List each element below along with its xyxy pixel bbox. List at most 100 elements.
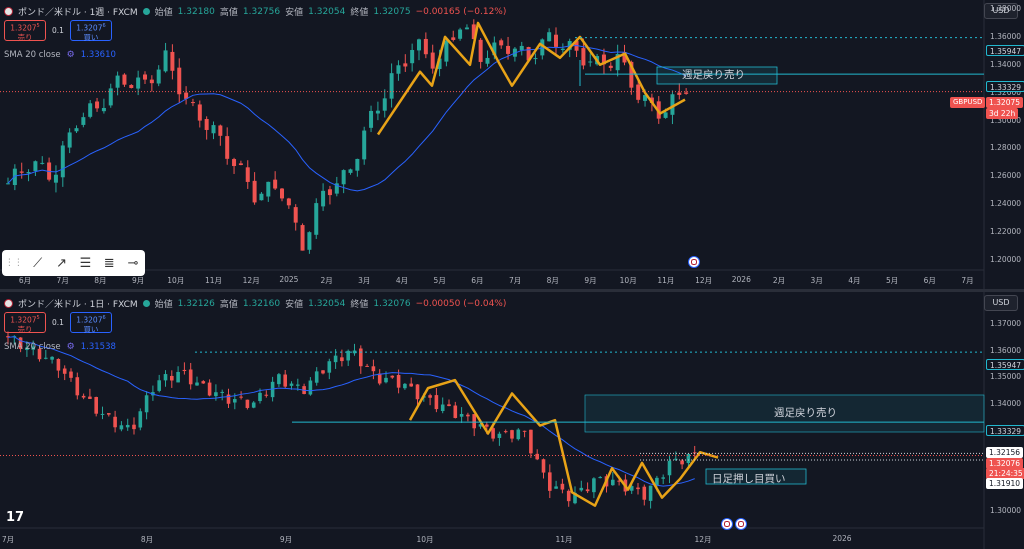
price-tick-label: 1.36000 bbox=[990, 31, 1022, 41]
daily-chart-canvas[interactable] bbox=[0, 292, 1024, 549]
buy-button[interactable]: 1.32076 買い bbox=[69, 312, 112, 334]
symbol-title[interactable]: ポンド／米ドル · 1週 · FXCM bbox=[18, 8, 138, 18]
candle-body bbox=[667, 460, 672, 476]
market-status-icon bbox=[142, 8, 150, 15]
drag-handle-icon[interactable]: ⋮⋮ bbox=[4, 258, 23, 268]
sma-settings-icon[interactable]: ⚙ bbox=[66, 50, 75, 60]
us-event-icon[interactable] bbox=[688, 256, 700, 268]
candle-body bbox=[636, 84, 641, 100]
time-tick-label: 10月 bbox=[416, 535, 434, 544]
candle-body bbox=[535, 453, 539, 460]
sell-button[interactable]: 1.32075 売り bbox=[4, 20, 46, 42]
candle-body bbox=[286, 198, 291, 206]
candle-body bbox=[264, 394, 269, 396]
countdown-tag: 3d 22h bbox=[986, 108, 1019, 119]
candle-body bbox=[6, 183, 10, 185]
currency-button[interactable]: USD bbox=[984, 3, 1018, 19]
candle-body bbox=[67, 132, 72, 148]
sell-button[interactable]: 1.32075 売り bbox=[4, 312, 46, 334]
candle-body bbox=[510, 430, 514, 439]
candle-body bbox=[529, 429, 533, 454]
time-tick-label: 3月 bbox=[358, 276, 371, 285]
daily-buy-annotation[interactable]: 日足押し目買い bbox=[712, 473, 786, 485]
fib-extension-icon[interactable]: ≣ bbox=[103, 255, 115, 271]
candle-body bbox=[491, 428, 495, 439]
daily-chart-pane[interactable]: ポンド／米ドル · 1日 · FXCM 始値 1.32126 高値 1.32160 … bbox=[0, 292, 1024, 549]
ray-tool-icon[interactable]: ↗ bbox=[56, 255, 68, 271]
weekly-sell-annotation[interactable]: 週足戻り売り bbox=[774, 407, 837, 419]
candle-body bbox=[377, 373, 382, 384]
candle-body bbox=[44, 357, 48, 359]
candle-body bbox=[327, 361, 332, 373]
pane-separator[interactable] bbox=[0, 289, 1024, 292]
low-value: 1.32054 bbox=[308, 6, 346, 17]
horizontal-line-icon[interactable]: ⊸ bbox=[127, 255, 139, 271]
time-tick-label: 9月 bbox=[279, 535, 293, 544]
candle-body bbox=[88, 396, 92, 399]
high-value: 1.32756 bbox=[242, 6, 281, 17]
fib-retracement-icon[interactable]: ☰ bbox=[79, 255, 92, 271]
time-tick-label: 2月 bbox=[772, 276, 786, 285]
sma-legend[interactable]: SMA 20 close ⚙ 1.31538 bbox=[4, 342, 116, 352]
candle-body bbox=[503, 431, 508, 433]
quantity-value[interactable]: 0.1 bbox=[52, 26, 64, 35]
time-tick-label: 12月 bbox=[242, 276, 260, 285]
candle-body bbox=[661, 477, 665, 479]
candle-body bbox=[560, 48, 565, 51]
candle-body bbox=[143, 74, 147, 80]
market-status-icon bbox=[142, 300, 150, 307]
price-tick-label: 1.38000 bbox=[990, 4, 1022, 13]
candle-body bbox=[289, 383, 294, 386]
time-tick-label: 10月 bbox=[619, 276, 637, 285]
quantity-value[interactable]: 0.1 bbox=[52, 318, 64, 327]
candle-body bbox=[384, 377, 388, 383]
price-tick-label: 1.30000 bbox=[990, 506, 1022, 515]
drawing-toolbar[interactable]: ⋮⋮ ⟋ ↗ ☰ ≣ ⊸ bbox=[2, 250, 145, 276]
candle-body bbox=[566, 490, 571, 502]
weekly-sell-annotation[interactable]: 週足戻り売り bbox=[682, 69, 745, 81]
candle-body bbox=[157, 380, 161, 391]
candle-body bbox=[232, 159, 237, 167]
candle-body bbox=[25, 347, 29, 350]
candle-body bbox=[533, 58, 538, 60]
time-tick-label: 5月 bbox=[885, 276, 899, 285]
currency-button[interactable]: USD bbox=[984, 295, 1018, 311]
candle-body bbox=[585, 489, 590, 492]
weekly-chart-canvas[interactable] bbox=[0, 0, 1024, 290]
candle-body bbox=[396, 65, 401, 74]
candle-body bbox=[617, 480, 621, 482]
candle-body bbox=[214, 392, 218, 397]
tradingview-logo[interactable]: 17 bbox=[6, 510, 25, 525]
candle-body bbox=[472, 414, 476, 429]
buy-button[interactable]: 1.32076 買い bbox=[69, 20, 112, 42]
symbol-title[interactable]: ポンド／米ドル · 1日 · FXCM bbox=[18, 300, 138, 310]
candle-body bbox=[220, 391, 224, 393]
candle-body bbox=[369, 110, 374, 128]
candle-body bbox=[226, 394, 231, 404]
line-tool-icon[interactable]: ⟋ bbox=[33, 255, 43, 271]
candle-body bbox=[643, 95, 648, 101]
candle-body bbox=[415, 384, 420, 400]
candle-body bbox=[581, 48, 586, 66]
time-tick-label: 2月 bbox=[320, 276, 333, 285]
time-tick-label: 6月 bbox=[471, 276, 484, 285]
current-price-tag: 1.32075 bbox=[986, 97, 1024, 108]
candle-body bbox=[266, 181, 271, 197]
sma-legend[interactable]: SMA 20 close ⚙ 1.33610 bbox=[4, 50, 116, 60]
candle-body bbox=[280, 188, 284, 199]
candle-body bbox=[95, 101, 100, 109]
time-tick-label: 9月 bbox=[131, 276, 145, 285]
sma-settings-icon[interactable]: ⚙ bbox=[66, 342, 75, 352]
gbp-flag-icon bbox=[4, 299, 13, 308]
candle-body bbox=[458, 29, 463, 39]
price-tick-label: 1.20000 bbox=[990, 255, 1022, 264]
candle-body bbox=[184, 92, 189, 99]
us-event-icon-2[interactable] bbox=[735, 518, 747, 530]
candle-body bbox=[132, 424, 136, 430]
candle-body bbox=[37, 348, 42, 360]
candle-body bbox=[560, 483, 565, 490]
weekly-chart-pane[interactable]: ポンド／米ドル · 1週 · FXCM 始値 1.32180 高値 1.32756 … bbox=[0, 0, 1024, 290]
us-event-icon[interactable] bbox=[721, 518, 733, 530]
candle-body bbox=[540, 39, 545, 56]
candle-body bbox=[478, 424, 483, 427]
